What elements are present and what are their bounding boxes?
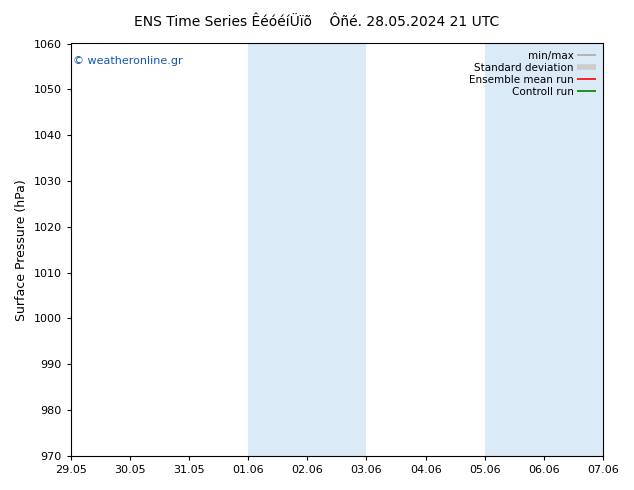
Text: © weatheronline.gr: © weatheronline.gr <box>74 56 183 66</box>
Text: ENS Time Series ÊéóéíÜïõ    Ôñé. 28.05.2024 21 UTC: ENS Time Series ÊéóéíÜïõ Ôñé. 28.05.2024… <box>134 15 500 29</box>
Legend: min/max, Standard deviation, Ensemble mean run, Controll run: min/max, Standard deviation, Ensemble me… <box>467 49 598 99</box>
Bar <box>485 44 603 456</box>
Y-axis label: Surface Pressure (hPa): Surface Pressure (hPa) <box>15 179 28 320</box>
Bar <box>248 44 366 456</box>
